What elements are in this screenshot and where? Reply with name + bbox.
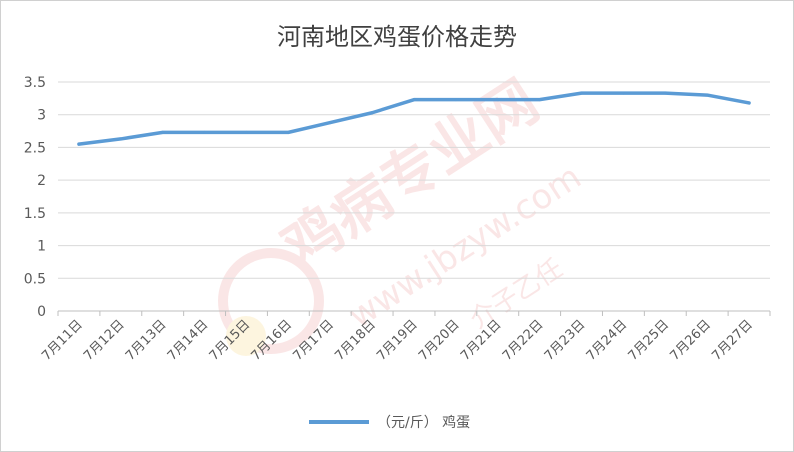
data-point [538, 98, 542, 102]
x-tick-label: 7月14日 [165, 317, 212, 364]
y-tick-label: 3.5 [24, 75, 46, 91]
data-point [244, 130, 248, 134]
data-point [161, 130, 165, 134]
x-tick-label: 7月27日 [709, 317, 756, 364]
watermark-logo-ring [218, 248, 324, 354]
data-point [747, 101, 751, 105]
data-point [663, 91, 667, 95]
gridlines [57, 81, 771, 316]
y-tick-label: 2.5 [24, 140, 46, 156]
data-point [621, 91, 625, 95]
watermark-script: 介子乙任 [465, 253, 569, 335]
y-tick-label: 3 [37, 108, 46, 124]
series-layer [77, 91, 751, 146]
legend: （元/斤） 鸡蛋 [309, 414, 470, 431]
data-point [705, 93, 709, 97]
data-point [580, 91, 584, 95]
x-tick-label: 7月13日 [123, 317, 170, 364]
x-tick-label: 7月20日 [416, 317, 463, 364]
x-tick-label: 7月22日 [500, 317, 547, 364]
x-axis-ticks: 7月11日7月12日7月13日7月14日7月15日7月16日7月17日7月18日… [39, 317, 756, 364]
data-point [496, 98, 500, 102]
data-point [412, 98, 416, 102]
x-tick-label: 7月23日 [542, 317, 589, 364]
data-point [203, 130, 207, 134]
y-axis-ticks: 0 0.5 1 1.5 2 2.5 3 3.5 [24, 75, 46, 320]
y-tick-label: 0.5 [24, 271, 46, 287]
x-tick-label: 7月26日 [667, 317, 714, 364]
y-tick-label: 0 [37, 304, 46, 320]
data-point [370, 111, 374, 115]
x-tick-label: 7月11日 [39, 317, 86, 364]
y-tick-label: 1.5 [24, 206, 46, 222]
data-point [119, 137, 123, 141]
chart-title: 河南地区鸡蛋价格走势 [277, 23, 517, 51]
x-tick-label: 7月24日 [584, 317, 631, 364]
watermark-logo-dot [226, 316, 266, 356]
legend-label: （元/斤） 鸡蛋 [377, 414, 470, 431]
x-tick-label: 7月25日 [626, 317, 673, 364]
data-point [286, 130, 290, 134]
data-point [77, 142, 81, 146]
watermark: 鸡病专业网 www.jbzyw.com 介子乙任 [218, 67, 588, 356]
data-point [328, 121, 332, 125]
y-tick-label: 2 [37, 173, 46, 189]
data-point [454, 98, 458, 102]
x-tick-label: 7月12日 [81, 317, 128, 364]
y-tick-label: 1 [37, 239, 46, 255]
